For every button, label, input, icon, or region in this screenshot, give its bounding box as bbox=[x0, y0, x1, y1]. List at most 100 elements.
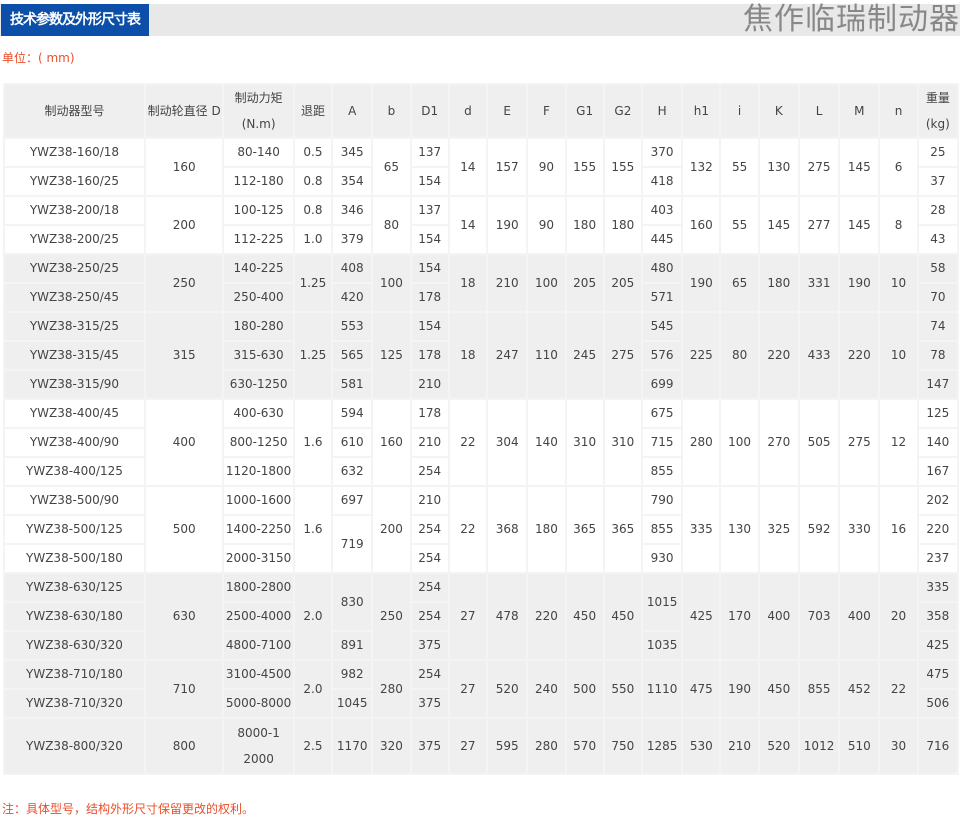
column-header: G2 bbox=[604, 85, 641, 137]
table-cell: 112-180 bbox=[224, 168, 293, 195]
table-cell: 610 bbox=[333, 429, 372, 456]
table-cell: 254 bbox=[411, 603, 448, 630]
column-header: K bbox=[759, 85, 798, 137]
table-cell: 200 bbox=[145, 197, 223, 253]
table-cell: 800-1250 bbox=[224, 429, 293, 456]
model-cell: YWZ38-630/320 bbox=[5, 632, 144, 659]
model-cell: YWZ38-710/180 bbox=[5, 661, 144, 688]
table-cell: 202 bbox=[918, 487, 957, 514]
column-header: L bbox=[799, 85, 839, 137]
table-row: YWZ38-630/320 4800-7100 891 375 1035 425 bbox=[5, 632, 957, 659]
model-cell: YWZ38-250/25 bbox=[5, 255, 144, 282]
table-cell: 125 bbox=[918, 400, 957, 427]
model-cell: YWZ38-160/25 bbox=[5, 168, 144, 195]
table-cell: 8 bbox=[880, 197, 917, 253]
table-cell: 210 bbox=[411, 487, 448, 514]
table-cell: 205 bbox=[566, 255, 603, 311]
table-cell: 157 bbox=[488, 139, 527, 195]
table-row: YWZ38-160/25 112-180 0.8 354 154 418 37 bbox=[5, 168, 957, 195]
table-cell: 368 bbox=[488, 487, 527, 572]
table-cell: 478 bbox=[488, 574, 527, 659]
table-row: YWZ38-250/45 250-400 420 178 571 70 bbox=[5, 284, 957, 311]
table-cell: 180 bbox=[566, 197, 603, 253]
table-cell: 90 bbox=[528, 139, 565, 195]
table-cell: 719 bbox=[333, 516, 372, 572]
table-cell: 420 bbox=[333, 284, 372, 311]
table-cell: 130 bbox=[721, 487, 758, 572]
table-cell: 154 bbox=[411, 313, 448, 340]
table-cell: 315-630 bbox=[224, 342, 293, 369]
column-header: 制动轮直径 D bbox=[145, 85, 223, 137]
table-cell: 570 bbox=[566, 719, 603, 773]
table-cell: 220 bbox=[918, 516, 957, 543]
table-cell: 43 bbox=[918, 226, 957, 253]
table-cell: 365 bbox=[604, 487, 641, 572]
table-cell: 237 bbox=[918, 545, 957, 572]
table-cell: 18 bbox=[449, 313, 487, 398]
table-cell: 27 bbox=[449, 574, 487, 659]
table-cell: 254 bbox=[411, 458, 448, 485]
table-cell: 982 bbox=[333, 661, 372, 688]
table-cell: 100 bbox=[373, 255, 410, 311]
model-cell: YWZ38-800/320 bbox=[5, 719, 144, 773]
table-cell: 200 bbox=[373, 487, 410, 572]
table-cell: 500 bbox=[566, 661, 603, 717]
model-cell: YWZ38-200/25 bbox=[5, 226, 144, 253]
table-cell: 70 bbox=[918, 284, 957, 311]
table-cell: 210 bbox=[411, 429, 448, 456]
table-cell: 571 bbox=[642, 284, 682, 311]
table-cell: 2000-3150 bbox=[224, 545, 293, 572]
model-cell: YWZ38-315/90 bbox=[5, 371, 144, 398]
table-cell: 22 bbox=[449, 487, 487, 572]
model-cell: YWZ38-250/45 bbox=[5, 284, 144, 311]
model-cell: YWZ38-400/90 bbox=[5, 429, 144, 456]
table-cell: 6 bbox=[880, 139, 917, 195]
table-cell: 247 bbox=[488, 313, 527, 398]
table-cell: 1.6 bbox=[294, 487, 332, 572]
table-cell: 418 bbox=[642, 168, 682, 195]
table-cell: 155 bbox=[566, 139, 603, 195]
table-cell: 240 bbox=[528, 661, 565, 717]
table-cell: 1045 bbox=[333, 690, 372, 717]
section-title: 技术参数及外形尺寸表 bbox=[1, 4, 149, 36]
table-cell: 125 bbox=[373, 313, 410, 398]
column-header: n bbox=[880, 85, 917, 137]
table-row: YWZ38-315/25 315 180-280 1.25 553 125 154 18 247… bbox=[5, 313, 957, 398]
table-cell: 370 bbox=[642, 139, 682, 166]
column-header: G1 bbox=[566, 85, 603, 137]
table-cell: 100-125 bbox=[224, 197, 293, 224]
table-cell: 112-225 bbox=[224, 226, 293, 253]
table-cell: 220 bbox=[528, 574, 565, 659]
model-cell: YWZ38-200/18 bbox=[5, 197, 144, 224]
table-cell: 180 bbox=[604, 197, 641, 253]
column-header: b bbox=[373, 85, 410, 137]
table-cell: 27 bbox=[449, 661, 487, 717]
table-cell: 178 bbox=[411, 400, 448, 427]
table-cell: 400-630 bbox=[224, 400, 293, 427]
model-cell: YWZ38-315/25 bbox=[5, 313, 144, 340]
table-cell: 3100-4500 bbox=[224, 661, 293, 688]
model-cell: YWZ38-500/180 bbox=[5, 545, 144, 572]
table-cell: 2500-4000 bbox=[224, 603, 293, 630]
table-cell: 480 bbox=[642, 255, 682, 282]
table-cell: 180 bbox=[759, 255, 798, 311]
table-cell: 450 bbox=[566, 574, 603, 659]
table-cell: 1285 bbox=[642, 719, 682, 773]
table-cell: 345 bbox=[333, 139, 372, 166]
table-cell: 855 bbox=[642, 458, 682, 485]
model-cell: YWZ38-630/180 bbox=[5, 603, 144, 630]
table-cell: 4800-7100 bbox=[224, 632, 293, 659]
table-row: YWZ38-710/320 5000-8000 1045 375 506 bbox=[5, 690, 957, 717]
table-cell: 27 bbox=[449, 719, 487, 773]
table-cell: 891 bbox=[333, 632, 372, 659]
column-header: h1 bbox=[683, 85, 720, 137]
table-cell: 210 bbox=[411, 371, 448, 398]
table-cell: 304 bbox=[488, 400, 527, 485]
table-cell: 550 bbox=[604, 661, 641, 717]
table-cell: 310 bbox=[566, 400, 603, 485]
table-cell: 74 bbox=[918, 313, 957, 340]
unit-label: 单位：( mm) bbox=[2, 51, 75, 65]
footnote: 注：具体型号，结构外形尺寸保留更改的权利。 bbox=[2, 802, 255, 816]
table-cell: 25 bbox=[918, 139, 957, 166]
table-cell: 1012 bbox=[799, 719, 839, 773]
